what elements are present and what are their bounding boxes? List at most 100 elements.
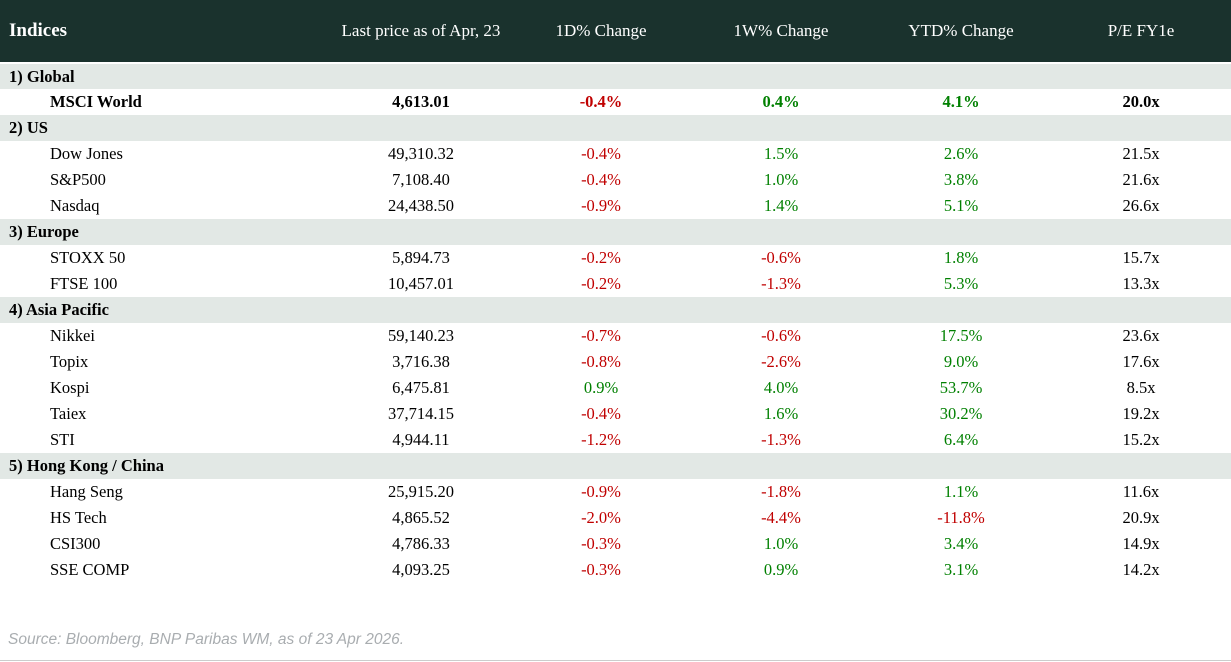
change-1w-cell: 0.4%	[691, 89, 871, 115]
index-name: SSE COMP	[0, 557, 331, 583]
header-row: Indices Last price as of Apr, 23 1D% Cha…	[0, 0, 1231, 64]
last-price-cell: 4,944.11	[331, 427, 511, 453]
section-label: 4) Asia Pacific	[0, 297, 1231, 323]
table-row: Hang Seng 25,915.20 -0.9% -1.8% 1.1% 11.6x	[0, 479, 1231, 505]
index-name: MSCI World	[0, 89, 331, 115]
index-name: HS Tech	[0, 505, 331, 531]
last-price-cell: 6,475.81	[331, 375, 511, 401]
change-1d-cell: -0.3%	[511, 557, 691, 583]
section-label: 3) Europe	[0, 219, 1231, 245]
table-row: MSCI World 4,613.01 -0.4% 0.4% 4.1% 20.0x	[0, 89, 1231, 115]
last-price-cell: 37,714.15	[331, 401, 511, 427]
pe-fy1e-cell: 21.5x	[1051, 141, 1231, 167]
change-ytd-cell: 3.1%	[871, 557, 1051, 583]
table-row: SSE COMP 4,093.25 -0.3% 0.9% 3.1% 14.2x	[0, 557, 1231, 583]
change-ytd-cell: 17.5%	[871, 323, 1051, 349]
table-header: Indices Last price as of Apr, 23 1D% Cha…	[0, 0, 1231, 64]
table-row: CSI300 4,786.33 -0.3% 1.0% 3.4% 14.9x	[0, 531, 1231, 557]
table-row: Topix 3,716.38 -0.8% -2.6% 9.0% 17.6x	[0, 349, 1231, 375]
change-1d-cell: -0.4%	[511, 89, 691, 115]
indices-table: Indices Last price as of Apr, 23 1D% Cha…	[0, 0, 1231, 583]
bottom-divider	[0, 660, 1231, 661]
table-row: Taiex 37,714.15 -0.4% 1.6% 30.2% 19.2x	[0, 401, 1231, 427]
change-ytd-cell: 9.0%	[871, 349, 1051, 375]
pe-fy1e-cell: 11.6x	[1051, 479, 1231, 505]
change-ytd-cell: 3.8%	[871, 167, 1051, 193]
change-1d-cell: -0.9%	[511, 479, 691, 505]
change-1w-cell: -2.6%	[691, 349, 871, 375]
last-price-cell: 4,613.01	[331, 89, 511, 115]
section-label: 1) Global	[0, 63, 1231, 89]
pe-fy1e-cell: 23.6x	[1051, 323, 1231, 349]
change-1d-cell: -0.7%	[511, 323, 691, 349]
pe-fy1e-cell: 14.9x	[1051, 531, 1231, 557]
index-name: STI	[0, 427, 331, 453]
change-1d-cell: 0.9%	[511, 375, 691, 401]
change-1w-cell: 4.0%	[691, 375, 871, 401]
last-price-cell: 5,894.73	[331, 245, 511, 271]
change-ytd-cell: -11.8%	[871, 505, 1051, 531]
change-1d-cell: -0.4%	[511, 141, 691, 167]
change-1w-cell: 1.0%	[691, 167, 871, 193]
pe-fy1e-cell: 26.6x	[1051, 193, 1231, 219]
change-ytd-cell: 3.4%	[871, 531, 1051, 557]
section-row: 5) Hong Kong / China	[0, 453, 1231, 479]
last-price-cell: 59,140.23	[331, 323, 511, 349]
index-name: Hang Seng	[0, 479, 331, 505]
change-1w-cell: 1.0%	[691, 531, 871, 557]
table-row: STI 4,944.11 -1.2% -1.3% 6.4% 15.2x	[0, 427, 1231, 453]
table-row: Kospi 6,475.81 0.9% 4.0% 53.7% 8.5x	[0, 375, 1231, 401]
change-1d-cell: -1.2%	[511, 427, 691, 453]
change-ytd-cell: 6.4%	[871, 427, 1051, 453]
pe-fy1e-cell: 17.6x	[1051, 349, 1231, 375]
section-label: 5) Hong Kong / China	[0, 453, 1231, 479]
column-header-1d-change: 1D% Change	[511, 0, 691, 64]
change-1d-cell: -0.4%	[511, 167, 691, 193]
pe-fy1e-cell: 19.2x	[1051, 401, 1231, 427]
change-1w-cell: -1.3%	[691, 427, 871, 453]
change-1w-cell: 1.4%	[691, 193, 871, 219]
change-1d-cell: -2.0%	[511, 505, 691, 531]
table-row: HS Tech 4,865.52 -2.0% -4.4% -11.8% 20.9x	[0, 505, 1231, 531]
change-ytd-cell: 53.7%	[871, 375, 1051, 401]
last-price-cell: 4,093.25	[331, 557, 511, 583]
table-row: Dow Jones 49,310.32 -0.4% 1.5% 2.6% 21.5x	[0, 141, 1231, 167]
index-name: STOXX 50	[0, 245, 331, 271]
last-price-cell: 7,108.40	[331, 167, 511, 193]
column-header-1w-change: 1W% Change	[691, 0, 871, 64]
table-row: S&P500 7,108.40 -0.4% 1.0% 3.8% 21.6x	[0, 167, 1231, 193]
index-name: CSI300	[0, 531, 331, 557]
change-ytd-cell: 4.1%	[871, 89, 1051, 115]
index-name: Topix	[0, 349, 331, 375]
pe-fy1e-cell: 20.9x	[1051, 505, 1231, 531]
change-1w-cell: 1.6%	[691, 401, 871, 427]
last-price-cell: 25,915.20	[331, 479, 511, 505]
change-ytd-cell: 30.2%	[871, 401, 1051, 427]
change-1w-cell: 1.5%	[691, 141, 871, 167]
pe-fy1e-cell: 15.7x	[1051, 245, 1231, 271]
last-price-cell: 4,865.52	[331, 505, 511, 531]
change-1w-cell: -1.3%	[691, 271, 871, 297]
source-note: Source: Bloomberg, BNP Paribas WM, as of…	[8, 631, 405, 648]
section-row: 2) US	[0, 115, 1231, 141]
section-label: 2) US	[0, 115, 1231, 141]
index-name: Taiex	[0, 401, 331, 427]
last-price-cell: 49,310.32	[331, 141, 511, 167]
change-1w-cell: -0.6%	[691, 245, 871, 271]
table-row: FTSE 100 10,457.01 -0.2% -1.3% 5.3% 13.3x	[0, 271, 1231, 297]
index-name: Kospi	[0, 375, 331, 401]
section-row: 1) Global	[0, 63, 1231, 89]
change-1d-cell: -0.4%	[511, 401, 691, 427]
change-1w-cell: 0.9%	[691, 557, 871, 583]
change-1w-cell: -0.6%	[691, 323, 871, 349]
index-name: Nasdaq	[0, 193, 331, 219]
column-header-last-price: Last price as of Apr, 23	[331, 0, 511, 64]
table-row: STOXX 50 5,894.73 -0.2% -0.6% 1.8% 15.7x	[0, 245, 1231, 271]
pe-fy1e-cell: 13.3x	[1051, 271, 1231, 297]
last-price-cell: 24,438.50	[331, 193, 511, 219]
pe-fy1e-cell: 20.0x	[1051, 89, 1231, 115]
section-row: 3) Europe	[0, 219, 1231, 245]
table-row: Nasdaq 24,438.50 -0.9% 1.4% 5.1% 26.6x	[0, 193, 1231, 219]
change-ytd-cell: 5.1%	[871, 193, 1051, 219]
change-ytd-cell: 5.3%	[871, 271, 1051, 297]
